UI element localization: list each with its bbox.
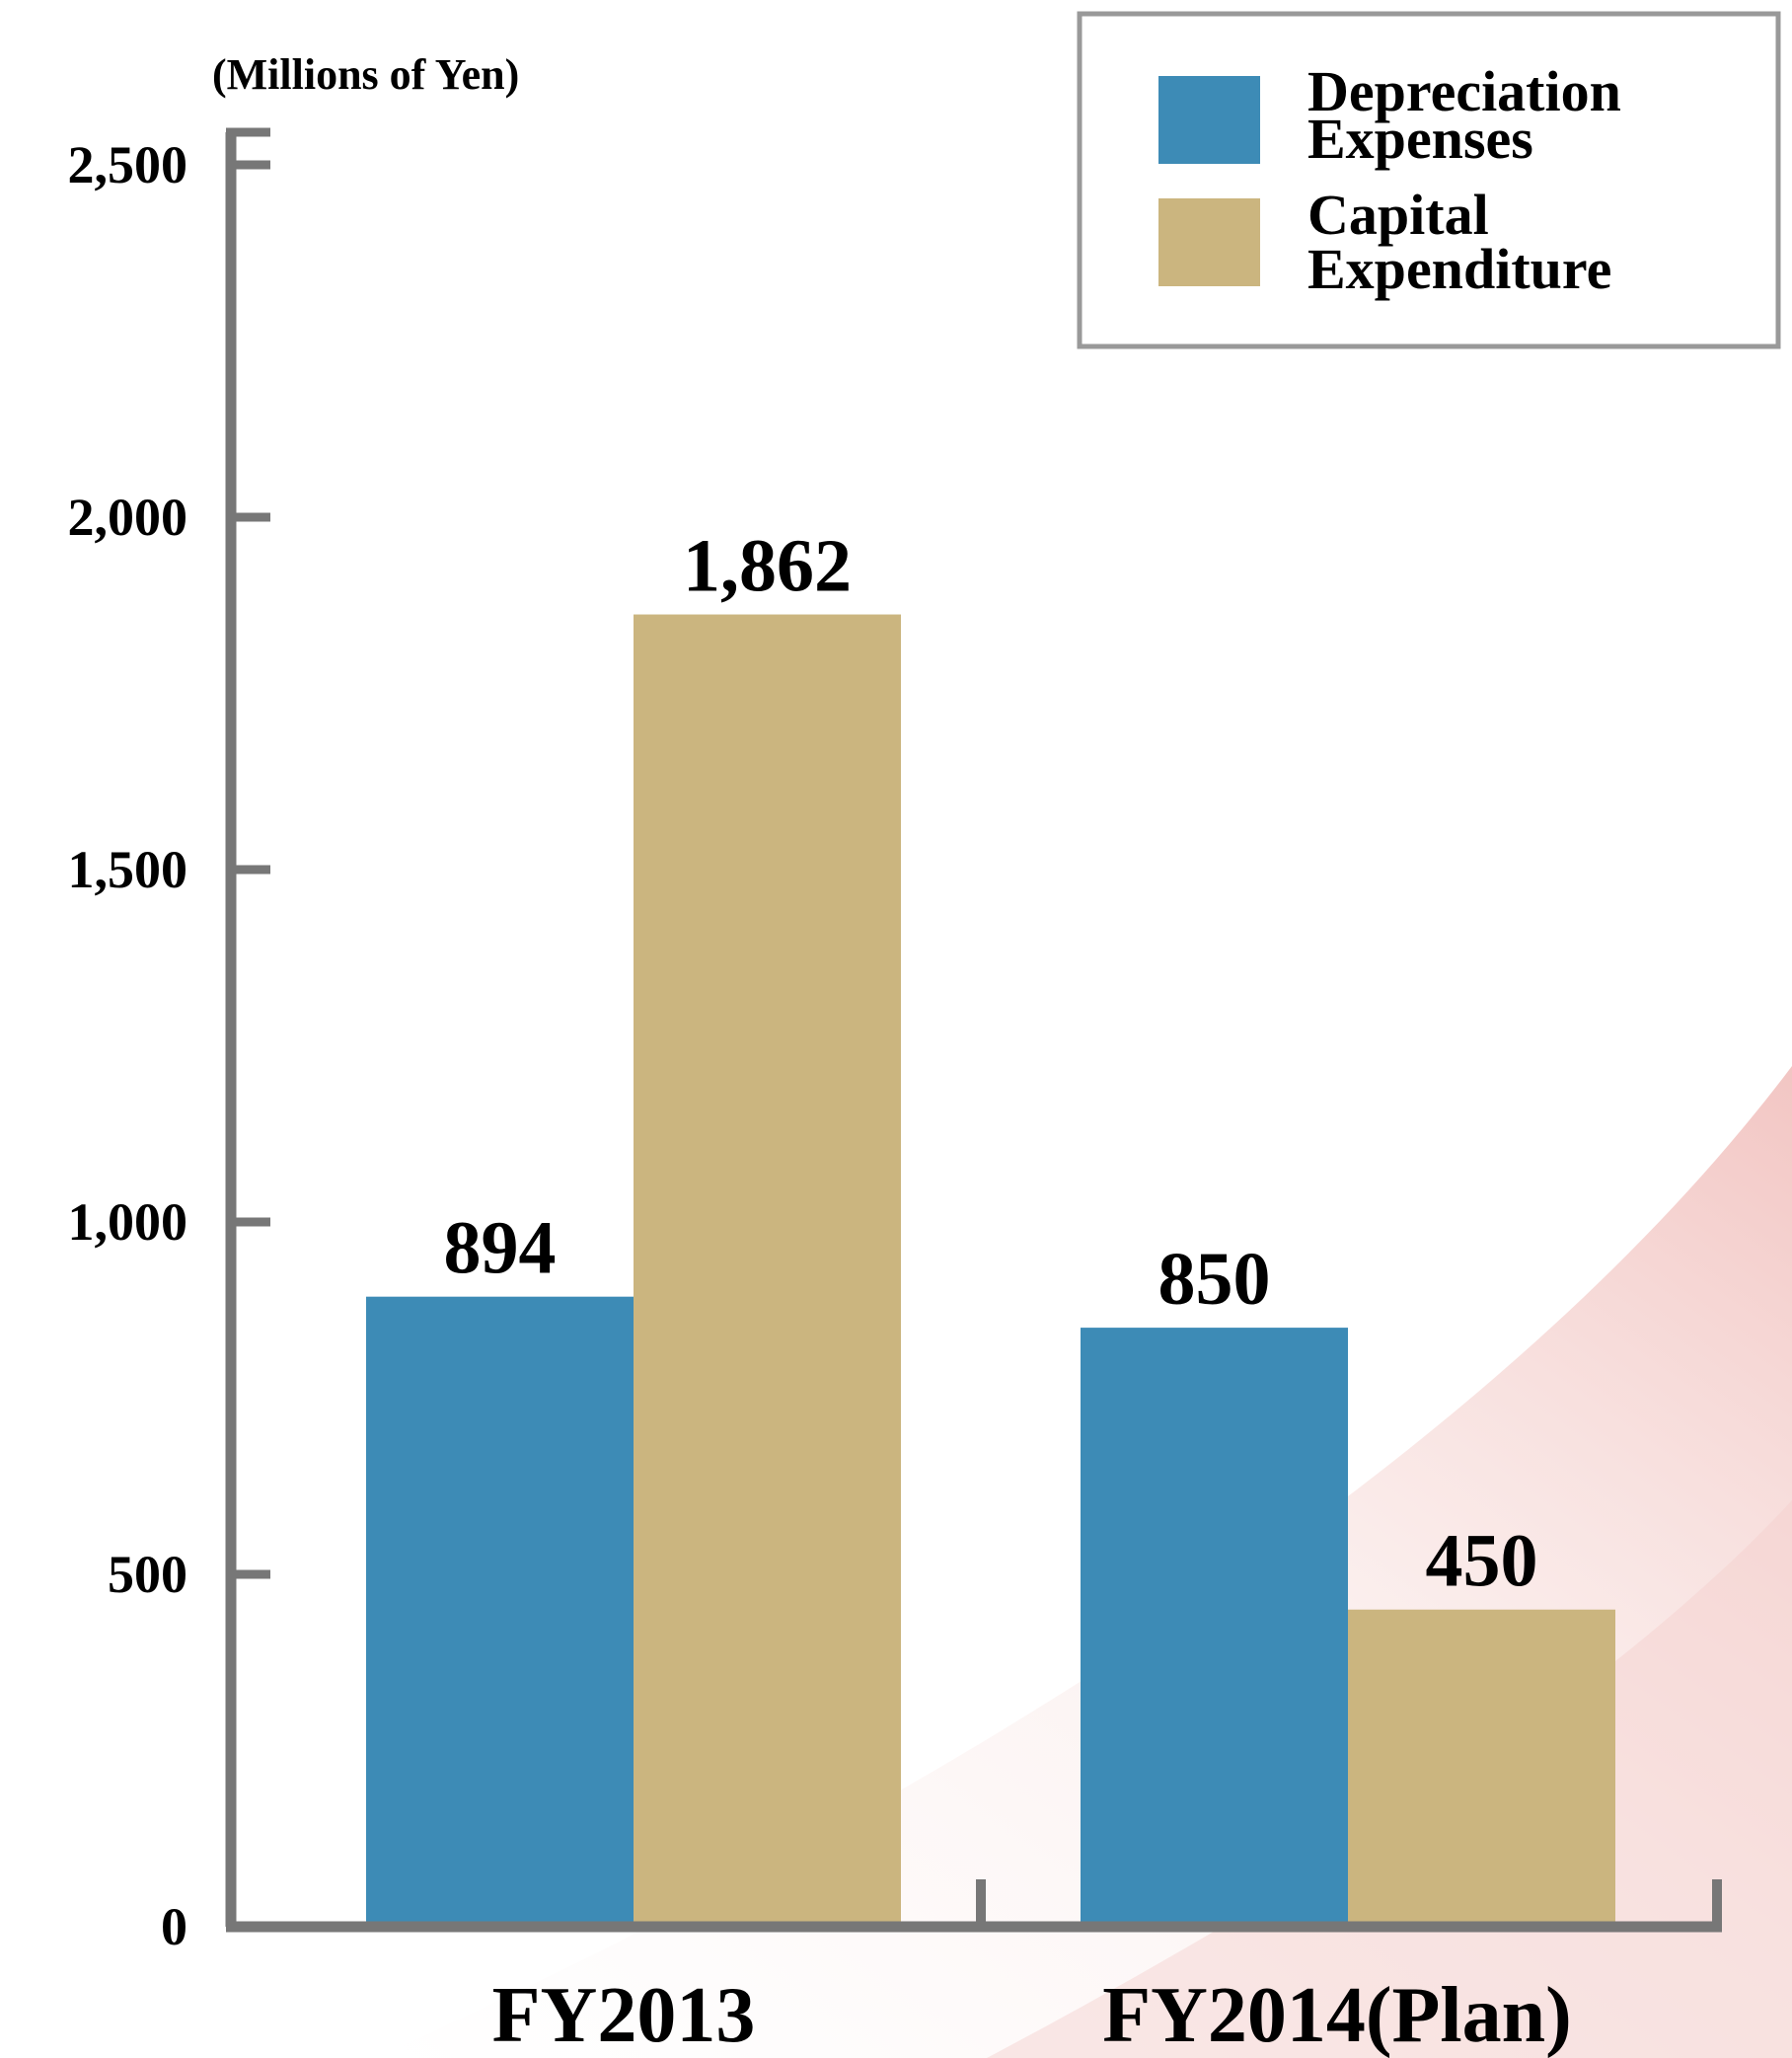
legend-label-capital-line1: Capital (1307, 183, 1489, 247)
x-axis-labels: FY2013 FY2014(Plan) (492, 1972, 1572, 2058)
data-label: 894 (444, 1207, 557, 1290)
value-labels: 894 1,862 850 450 (444, 525, 1538, 1603)
data-label: 450 (1426, 1520, 1538, 1603)
bar-depreciation-1 (366, 1296, 634, 1927)
x-category-label: FY2014(Plan) (1102, 1972, 1572, 2058)
y-tick-label: 500 (108, 1545, 187, 1604)
bar-capital-1 (634, 614, 901, 1927)
bars (366, 614, 1615, 1927)
y-tick-label: 1,500 (68, 840, 188, 899)
y-tick-label: 1,000 (68, 1192, 188, 1252)
data-label: 1,862 (683, 525, 852, 608)
legend-swatch-depreciation (1158, 76, 1260, 164)
axes (225, 127, 1722, 1933)
legend-label-capital-line2: Expenditure (1307, 237, 1611, 301)
bar-capital-2 (1348, 1609, 1615, 1927)
legend-swatch-capital (1158, 198, 1260, 286)
y-axis-ticks: 0 500 1,000 1,500 2,000 2,500 (68, 135, 270, 1956)
y-tick-label: 0 (161, 1897, 187, 1956)
y-tick-label: 2,500 (68, 135, 188, 194)
bar-depreciation-2 (1081, 1328, 1348, 1927)
data-label: 850 (1158, 1238, 1271, 1321)
legend-label-depreciation-line1: Depreciation (1307, 59, 1621, 123)
legend-label-depreciation-line2: Expenses (1307, 107, 1533, 171)
y-axis-unit-label: (Millions of Yen) (212, 50, 519, 99)
x-category-label: FY2013 (492, 1972, 756, 2058)
legend: Depreciation Expenses Capital Expenditur… (1077, 11, 1781, 349)
legend-box (1077, 11, 1781, 349)
y-tick-label: 2,000 (68, 488, 188, 547)
